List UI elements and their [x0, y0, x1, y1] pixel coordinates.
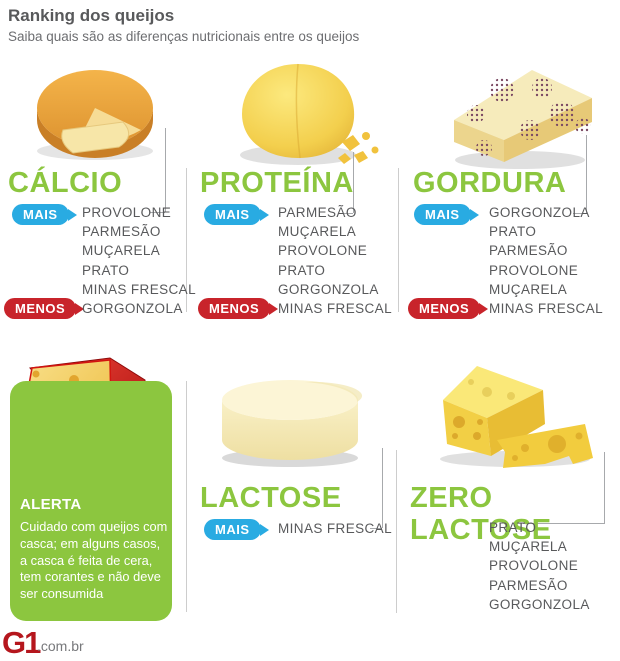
list-item: MUÇARELA — [82, 243, 161, 259]
proteina-connector-dash — [340, 213, 353, 214]
page-subtitle: Saiba quais são as diferenças nutriciona… — [8, 29, 360, 44]
proteina-mais-badge: MAIS — [204, 204, 268, 225]
lactose-list: MINAS FRESCAL — [278, 518, 392, 539]
gordura-menos-badge: MENOS — [408, 298, 489, 319]
alert-body-text: Cuidado com queijos com casca; em alguns… — [20, 519, 168, 602]
swiss-cheese-icon — [440, 366, 593, 468]
g1-logo: G1 — [2, 625, 41, 660]
cheese-wheel-icon — [37, 70, 153, 160]
bottom-row-divider-1 — [186, 381, 187, 612]
top-row-divider-2 — [398, 168, 399, 312]
zero-lactose-list: PRATO MUÇARELA PROVOLONE PARMESÃO GORGON… — [489, 518, 590, 614]
zero-lactose-heading: ZERO LACTOSE — [410, 482, 552, 546]
list-item: PRATO — [489, 520, 537, 535]
list-item: PARMESÃO — [278, 205, 357, 220]
alert-title: ALERTA — [20, 496, 82, 513]
list-item: GORGONZOLA — [489, 596, 590, 612]
zero-lactose-connector-dash — [523, 523, 604, 524]
lactose-mais-badge: MAIS — [204, 519, 268, 540]
list-item: MUÇARELA — [489, 281, 568, 297]
g1-domain-suffix: .com.br — [37, 638, 84, 654]
lactose-connector-line — [382, 448, 383, 528]
list-item: PROVOLONE — [82, 205, 172, 220]
alert-panel — [10, 381, 172, 621]
list-item: PARMESÃO — [82, 224, 161, 240]
list-item: MINAS FRESCAL — [278, 301, 392, 317]
list-item: PRATO — [278, 262, 326, 278]
proteina-list: PARMESÃO MUÇARELA PROVOLONE PRATO GORGON… — [278, 203, 392, 318]
list-item: MINAS FRESCAL — [278, 521, 392, 536]
list-item: PRATO — [82, 262, 130, 278]
list-item: PARMESÃO — [489, 243, 568, 259]
list-item: PARMESÃO — [489, 577, 568, 593]
gordura-connector-dash — [573, 213, 586, 214]
list-item: MINAS FRESCAL — [82, 281, 196, 297]
list-item: PROVOLONE — [489, 262, 579, 278]
list-item: GORGONZOLA — [278, 281, 379, 297]
minas-frescal-wheel-icon — [222, 380, 363, 467]
list-item: MUÇARELA — [278, 224, 357, 240]
mucarela-ball-icon — [240, 63, 379, 165]
gordura-list: GORGONZOLA PRATO PARMESÃO PROVOLONE MUÇA… — [489, 203, 603, 318]
calcio-connector-line — [165, 128, 166, 212]
lactose-heading: LACTOSE — [200, 482, 342, 514]
gordura-connector-line — [586, 135, 587, 213]
calcio-heading: CÁLCIO — [8, 167, 123, 199]
page-title: Ranking dos queijos — [8, 6, 175, 25]
bottom-row-divider-2 — [396, 450, 397, 613]
gordura-mais-badge: MAIS — [414, 204, 478, 225]
list-item: PRATO — [489, 224, 537, 240]
top-row-divider-1 — [186, 168, 187, 312]
calcio-mais-badge: MAIS — [12, 204, 76, 225]
gorgonzola-wedge-icon — [454, 70, 592, 169]
calcio-connector-dash — [150, 212, 165, 213]
list-item: MUÇARELA — [489, 539, 568, 555]
list-item: MINAS FRESCAL — [489, 301, 603, 317]
list-item: PROVOLONE — [489, 558, 579, 574]
proteina-connector-line — [353, 152, 354, 213]
list-item: GORGONZOLA — [82, 301, 183, 317]
calcio-menos-badge: MENOS — [4, 298, 85, 319]
lactose-connector-dash — [370, 528, 382, 529]
proteina-heading: PROTEÍNA — [200, 167, 354, 199]
calcio-list: PROVOLONE PARMESÃO MUÇARELA PRATO MINAS … — [82, 203, 196, 318]
zero-lactose-connector-line — [604, 452, 605, 524]
proteina-menos-badge: MENOS — [198, 298, 279, 319]
gordura-heading: GORDURA — [413, 167, 567, 199]
list-item: PROVOLONE — [278, 243, 368, 259]
list-item: GORGONZOLA — [489, 205, 590, 220]
